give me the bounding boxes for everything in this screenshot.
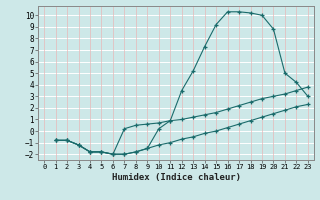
- X-axis label: Humidex (Indice chaleur): Humidex (Indice chaleur): [111, 173, 241, 182]
